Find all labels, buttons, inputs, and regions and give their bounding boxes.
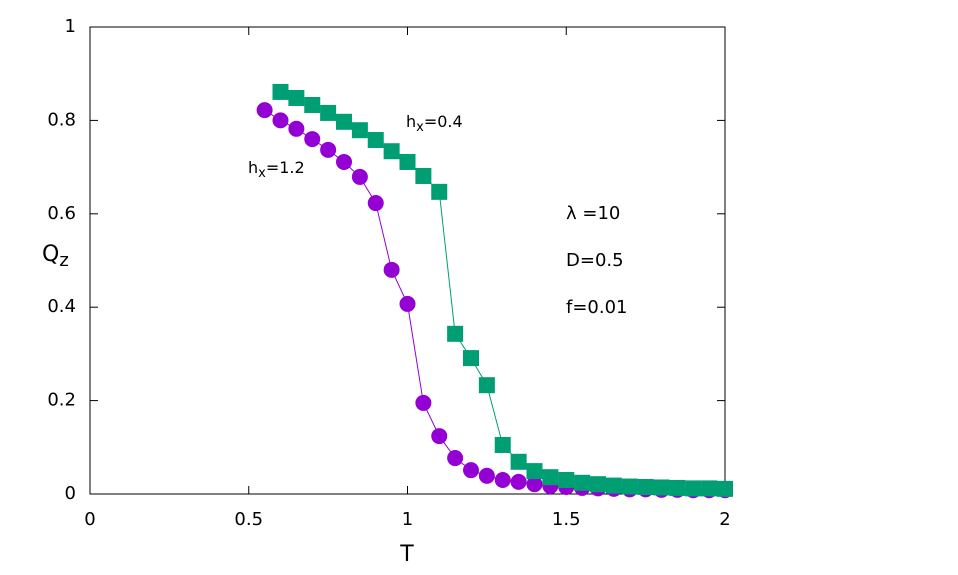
y-tick-label: 1 — [65, 16, 76, 37]
marker — [367, 132, 384, 149]
annotation: D=0.5 — [566, 250, 624, 271]
marker — [605, 477, 622, 494]
y-tick-label: 0.2 — [47, 390, 76, 411]
marker — [351, 122, 368, 139]
marker — [494, 471, 511, 488]
marker — [669, 479, 686, 496]
marker — [320, 141, 337, 158]
series-label: hx=1.2 — [248, 158, 305, 181]
marker — [383, 143, 400, 160]
marker — [367, 195, 384, 212]
y-axis-title-main: Q — [42, 242, 59, 267]
marker — [717, 480, 733, 497]
y-axis-title: Qz — [42, 242, 69, 271]
series-line — [264, 109, 725, 491]
marker — [685, 480, 702, 497]
series-label-main: h — [248, 158, 258, 177]
annotation: f=0.01 — [566, 297, 628, 318]
marker — [288, 89, 305, 106]
marker — [415, 167, 432, 184]
annotation: λ =10 — [566, 203, 620, 224]
series-label-sub: x — [258, 166, 266, 181]
marker — [510, 453, 527, 470]
marker — [272, 112, 289, 129]
marker — [637, 478, 654, 495]
marker — [558, 471, 575, 488]
marker — [431, 183, 448, 200]
marker — [478, 467, 495, 484]
y-axis-title-sub: z — [59, 250, 68, 271]
series-label-main: h — [406, 112, 416, 131]
marker — [478, 377, 495, 394]
series-label: hx=0.4 — [406, 112, 463, 135]
series-label-rest: =1.2 — [266, 158, 305, 177]
marker — [320, 104, 337, 121]
marker — [288, 120, 305, 137]
marker — [304, 96, 321, 113]
marker — [336, 153, 352, 170]
x-tick-label: 1 — [402, 509, 413, 530]
series-label-sub: x — [416, 120, 424, 135]
marker — [336, 113, 352, 130]
marker — [415, 394, 432, 411]
marker — [351, 168, 368, 185]
y-tick-label: 0.6 — [47, 203, 76, 224]
marker — [447, 325, 464, 342]
marker — [574, 474, 591, 491]
marker — [621, 478, 638, 495]
marker — [653, 479, 670, 496]
marker — [542, 469, 559, 486]
marker — [256, 102, 273, 119]
y-tick-label: 0.8 — [47, 109, 76, 130]
series-label-rest: =0.4 — [424, 112, 463, 131]
x-tick-label: 1.5 — [552, 509, 581, 530]
marker — [510, 473, 527, 490]
series-line — [280, 91, 726, 490]
y-tick-label: 0.4 — [47, 296, 76, 317]
marker — [526, 476, 543, 493]
marker — [463, 350, 479, 367]
plot-frame — [89, 26, 726, 495]
marker — [304, 131, 321, 148]
marker — [272, 83, 289, 100]
y-tick-label: 0 — [65, 483, 76, 504]
marker — [399, 295, 416, 312]
marker — [526, 463, 543, 480]
x-tick-label: 0.5 — [234, 509, 263, 530]
marker — [494, 436, 511, 453]
marker — [383, 261, 400, 278]
marker — [590, 476, 606, 493]
marker — [463, 462, 479, 479]
marker — [447, 450, 464, 467]
marker — [431, 428, 448, 445]
x-axis-title: T — [399, 542, 414, 567]
x-tick-label: 2 — [719, 509, 730, 530]
x-tick-label: 0 — [84, 509, 95, 530]
marker — [701, 480, 718, 497]
marker — [399, 153, 416, 170]
